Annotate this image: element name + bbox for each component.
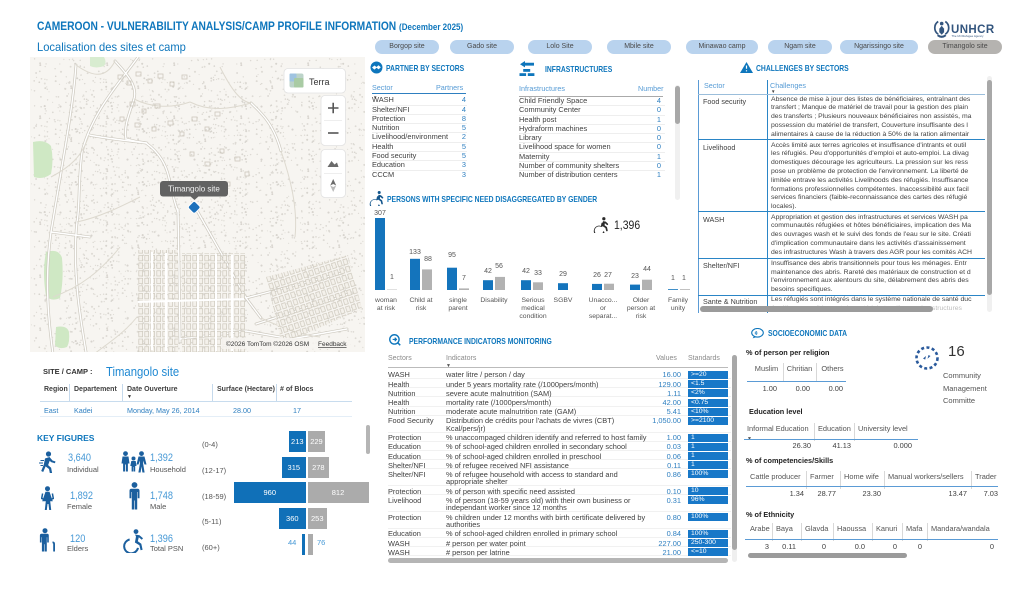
- svg-text:33: 33: [534, 270, 542, 277]
- svg-text:Timangolo site: Timangolo site: [168, 185, 220, 194]
- svg-text:The UN Refugee Agency: The UN Refugee Agency: [952, 34, 985, 38]
- svg-text:¢: ¢: [755, 331, 758, 337]
- svg-text:133: 133: [409, 249, 421, 256]
- svg-text:42: 42: [522, 268, 530, 275]
- svg-text:medical: medical: [521, 305, 545, 312]
- svg-text:1: 1: [390, 274, 394, 281]
- svg-text:Terra: Terra: [309, 77, 330, 87]
- svg-text:307: 307: [374, 210, 386, 217]
- svg-text:44: 44: [643, 266, 651, 273]
- svg-text:1: 1: [682, 275, 686, 282]
- svg-text:unity: unity: [671, 305, 686, 312]
- svg-text:risk: risk: [416, 305, 427, 312]
- svg-text:SGBV: SGBV: [554, 297, 573, 304]
- svg-text:Family: Family: [668, 297, 689, 304]
- svg-text:Child at: Child at: [409, 297, 432, 304]
- svg-text:Serious: Serious: [521, 297, 545, 304]
- svg-text:or: or: [600, 305, 607, 312]
- svg-text:©2026 TomTom ©2026 OSM: ©2026 TomTom ©2026 OSM: [226, 340, 309, 348]
- svg-text:95: 95: [448, 252, 456, 259]
- svg-text:woman: woman: [374, 297, 397, 304]
- svg-text:7: 7: [462, 275, 466, 282]
- svg-text:condition: condition: [519, 313, 546, 320]
- svg-text:27: 27: [604, 272, 612, 279]
- svg-text:person at: person at: [627, 305, 655, 312]
- svg-text:Unacco...: Unacco...: [589, 297, 618, 304]
- svg-text:1: 1: [671, 275, 675, 282]
- svg-text:Disability: Disability: [480, 297, 508, 304]
- svg-text:88: 88: [424, 256, 432, 263]
- svg-text:23: 23: [631, 273, 639, 280]
- svg-text:separat...: separat...: [589, 313, 617, 320]
- svg-text:26: 26: [593, 272, 601, 279]
- svg-text:29: 29: [559, 271, 567, 278]
- svg-text:Feedback: Feedback: [318, 341, 347, 348]
- svg-text:parent: parent: [448, 305, 467, 312]
- svg-text:single: single: [449, 297, 467, 304]
- svg-text:at risk: at risk: [377, 305, 396, 312]
- svg-text:42: 42: [484, 268, 492, 275]
- svg-text:risk: risk: [636, 313, 647, 320]
- svg-text:Older: Older: [633, 297, 650, 304]
- svg-text:UNHCR: UNHCR: [951, 24, 995, 36]
- svg-text:56: 56: [495, 263, 503, 270]
